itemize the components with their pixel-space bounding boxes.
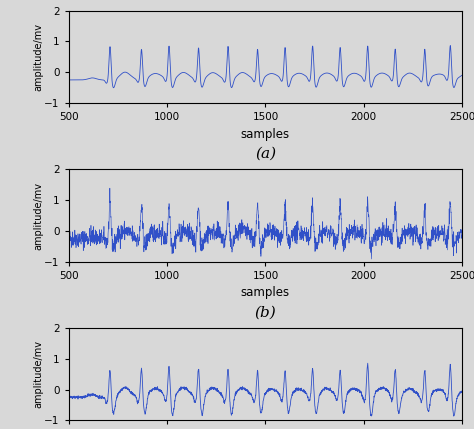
Text: (a): (a) <box>255 147 276 161</box>
X-axis label: samples: samples <box>241 286 290 299</box>
Y-axis label: amplitude/mv: amplitude/mv <box>33 181 43 250</box>
Y-axis label: amplitude/mv: amplitude/mv <box>33 23 43 91</box>
Text: (b): (b) <box>255 305 276 320</box>
Y-axis label: amplitude/mv: amplitude/mv <box>33 340 43 408</box>
X-axis label: samples: samples <box>241 127 290 141</box>
